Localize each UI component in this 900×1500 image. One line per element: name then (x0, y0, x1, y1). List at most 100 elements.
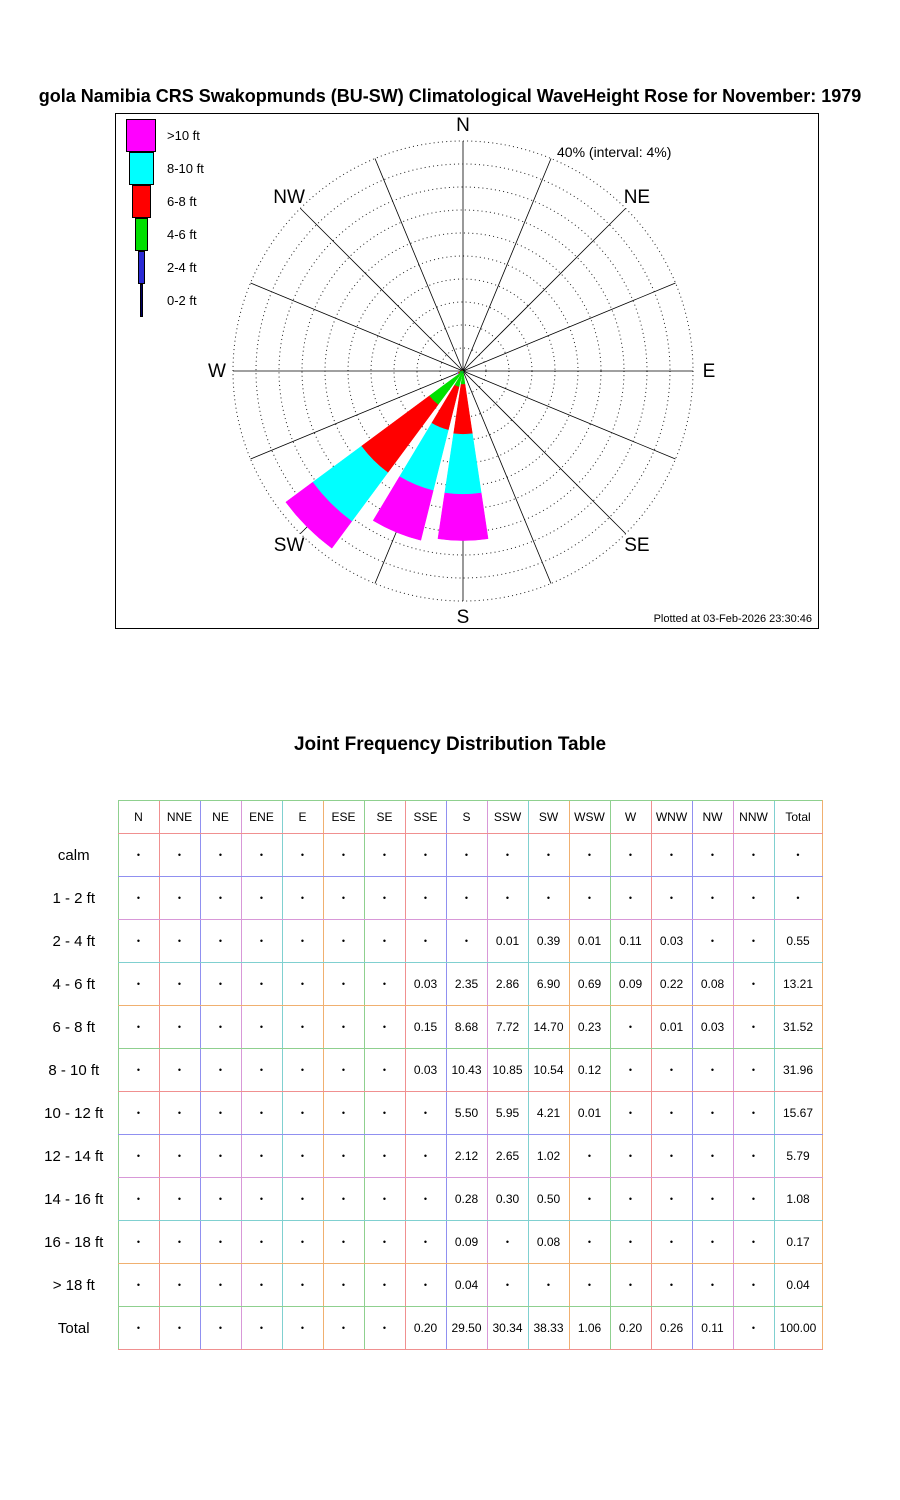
table-cell: • (240, 962, 282, 1006)
table-cell: 6.90 (527, 962, 569, 1006)
table-cell: • (199, 1263, 241, 1307)
table-cell: • (363, 1220, 405, 1264)
col-header: ENE (240, 800, 282, 834)
table-cell: • (650, 1177, 692, 1221)
table-cell: • (322, 919, 364, 963)
table-cell: • (650, 1220, 692, 1264)
table-cell: • (363, 1091, 405, 1135)
table-cell: • (117, 1005, 159, 1049)
table-cell: • (199, 1220, 241, 1264)
table-cell: • (527, 876, 569, 920)
table-cell: 2.65 (486, 1134, 528, 1178)
row-label: Total (57, 1319, 90, 1337)
table-cell: • (609, 1091, 651, 1135)
table-cell: 0.03 (404, 1048, 446, 1092)
legend-swatch-wrap (124, 218, 158, 251)
table-cell: 0.17 (773, 1220, 823, 1264)
table-cell: • (363, 1306, 405, 1350)
compass-label-sw: SW (274, 535, 305, 556)
table-cell: • (281, 1263, 323, 1307)
table-cell: • (609, 1220, 651, 1264)
rose-petal (285, 481, 353, 549)
col-header: WSW (568, 800, 610, 834)
table-cell: • (609, 1177, 651, 1221)
table-cell: • (322, 876, 364, 920)
col-header: WNW (650, 800, 692, 834)
table-cell: • (568, 1220, 610, 1264)
rose-petal (456, 372, 459, 375)
page-title: gola Namibia CRS Swakopmunds (BU-SW) Cli… (38, 86, 862, 106)
table-cell: • (650, 1134, 692, 1178)
table-cell: • (404, 919, 446, 963)
table-cell: • (732, 1048, 774, 1092)
table-cell: 10.54 (527, 1048, 569, 1092)
table-cell: • (732, 876, 774, 920)
row-label: 1 - 2 ft (52, 889, 96, 907)
table-cell: 29.50 (445, 1306, 487, 1350)
legend-swatch (128, 152, 154, 185)
table-cell: 10.43 (445, 1048, 487, 1092)
col-header: NW (691, 800, 733, 834)
table-cell: 0.09 (445, 1220, 487, 1264)
table-cell: • (158, 1263, 200, 1307)
table-cell: • (486, 1220, 528, 1264)
table-cell: • (199, 1177, 241, 1221)
table-cell: 0.01 (568, 919, 610, 963)
row-label: 10 - 12 ft (44, 1104, 104, 1122)
table-cell: • (486, 833, 528, 877)
legend-label: 8-10 ft (167, 161, 204, 176)
table-cell: • (609, 1005, 651, 1049)
corner-cell (30, 801, 118, 834)
table-cell: • (281, 1005, 323, 1049)
compass-label-n: N (456, 115, 470, 136)
table-cell: • (199, 1091, 241, 1135)
table-cell: • (240, 1306, 282, 1350)
table-cell: • (363, 919, 405, 963)
table-cell: • (281, 1177, 323, 1221)
table-cell: • (445, 876, 487, 920)
table-cell: 2.35 (445, 962, 487, 1006)
table-cell: • (158, 1306, 200, 1350)
col-header: SW (527, 800, 569, 834)
table-cell: • (363, 833, 405, 877)
col-header: S (445, 800, 487, 834)
jfd-table: N NNE NE ENE E ESE SE SSE S SSW SW WSW W WNW NW NNW Tota… (30, 800, 823, 1350)
row-label: 12 - 14 ft (44, 1147, 104, 1165)
table-cell: • (732, 919, 774, 963)
table-cell: • (650, 1091, 692, 1135)
row-label: calm (57, 846, 90, 864)
table-cell: 0.08 (691, 962, 733, 1006)
table-cell: • (691, 833, 733, 877)
legend-item: 8-10 ft (124, 152, 204, 185)
table-cell: • (158, 962, 200, 1006)
col-header: SSW (486, 800, 528, 834)
table-cell: • (281, 876, 323, 920)
table-cell: 0.09 (609, 962, 651, 1006)
row-label: 4 - 6 ft (52, 975, 96, 993)
table-cell: • (527, 833, 569, 877)
table-cell: • (240, 833, 282, 877)
table-cell: • (158, 833, 200, 877)
table-cell: • (568, 1177, 610, 1221)
table-cell: 0.04 (773, 1263, 823, 1307)
table-cell: • (158, 1048, 200, 1092)
table-cell: • (322, 1091, 364, 1135)
table-cell: 0.20 (404, 1306, 446, 1350)
table-cell: • (732, 1263, 774, 1307)
table-cell: • (322, 962, 364, 1006)
table-cell: • (281, 962, 323, 1006)
table-cell: • (322, 1177, 364, 1221)
table-cell: • (404, 833, 446, 877)
rose-spoke (250, 282, 464, 372)
table-cell: 0.04 (445, 1263, 487, 1307)
col-header: SE (363, 800, 405, 834)
table-cell: • (158, 1134, 200, 1178)
legend-item: 0-2 ft (124, 284, 204, 317)
compass-label-nw: NW (273, 187, 305, 208)
table-cell: 0.11 (691, 1306, 733, 1350)
table-cell: • (117, 1091, 159, 1135)
wave-rose-chart: N NE E SE S SW W NW (208, 115, 715, 628)
rose-spoke (300, 208, 464, 372)
row-label: 8 - 10 ft (48, 1061, 100, 1079)
